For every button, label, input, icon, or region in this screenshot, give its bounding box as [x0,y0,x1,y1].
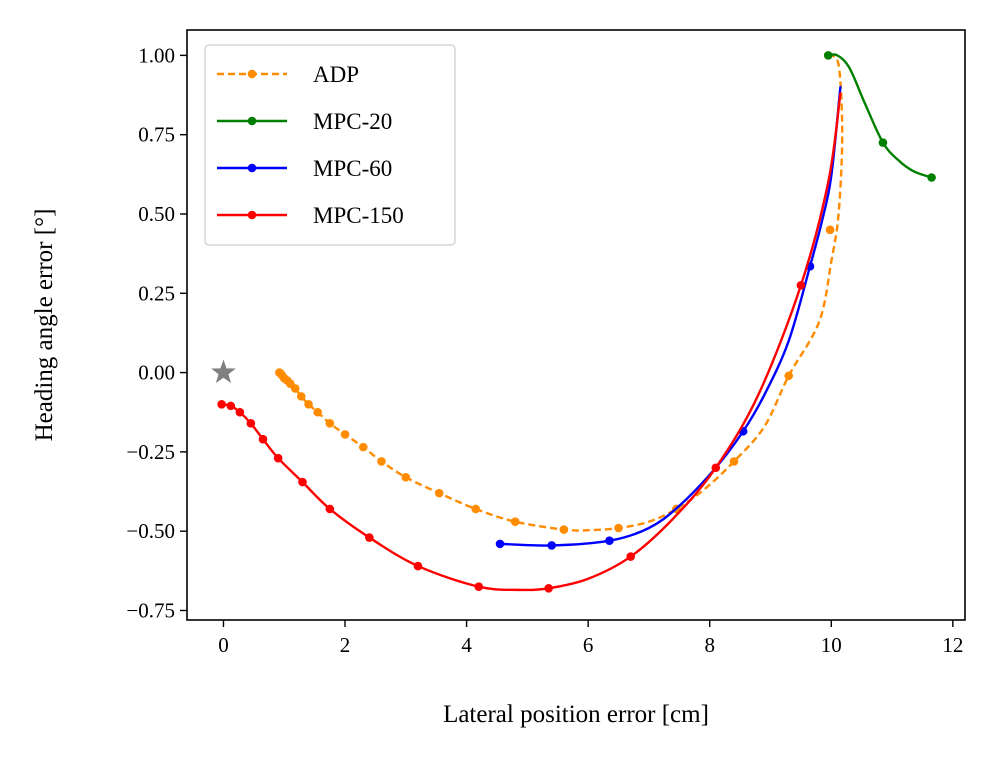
data-point-adp [340,430,350,439]
y-tick-label: 0.00 [138,361,175,385]
legend-label-mpc-20: MPC-20 [313,109,392,134]
x-tick-label: 10 [821,633,842,657]
data-point-mpc-150 [226,401,236,411]
data-point-adp [401,472,411,482]
data-point-mpc-20 [823,51,833,60]
y-tick-label: 1.00 [138,43,175,67]
data-point-mpc-150 [235,407,245,417]
data-point-mpc-150 [626,552,636,561]
x-tick-label: 6 [583,633,594,657]
legend-marker-mpc-20 [247,116,257,126]
legend-box [204,44,456,246]
y-axis-ticks: −0.75 −0.50 −0.25 0.00 0.25 0.50 0.75 1.00 [126,43,187,622]
data-point-mpc-150 [796,281,806,290]
y-tick-label: −0.50 [126,519,175,543]
data-point-mpc-150 [325,504,335,514]
data-point-adp [358,442,368,452]
data-point-adp [825,225,835,235]
x-tick-label: 0 [218,633,229,657]
series-line-adp [278,54,844,532]
legend-label-mpc-60: MPC-60 [313,156,392,181]
target-star-marker [211,359,236,384]
data-point-mpc-150 [365,533,374,542]
data-point-mpc-150 [298,477,307,487]
y-tick-label: −0.75 [126,598,175,622]
series-mpc-60 [495,85,842,550]
x-axis-label: Lateral position error [cm] [443,701,709,728]
data-point-adp [729,457,739,466]
legend-marker-mpc-60 [247,163,257,173]
data-point-adp [313,407,322,417]
data-point-mpc-150 [246,419,256,428]
plot-area-frame [186,29,966,621]
data-point-mpc-150 [711,463,721,473]
series-layer [217,51,936,593]
legend-label-adp: ADP [313,62,359,87]
data-point-mpc-60 [547,541,556,550]
data-point-mpc-20 [927,173,936,182]
data-point-adp [296,392,306,401]
series-line-mpc-150 [220,92,842,592]
data-point-adp [510,517,520,526]
y-tick-label: 0.75 [138,123,175,147]
data-point-adp [325,419,335,428]
legend-marker-mpc-150 [247,210,257,220]
data-point-adp [559,525,569,534]
x-tick-label: 2 [340,633,351,657]
series-line-mpc-20 [827,53,933,179]
data-point-mpc-150 [217,400,226,409]
x-tick-label: 8 [704,633,715,657]
y-tick-label: −0.25 [126,440,175,464]
y-tick-label: 0.25 [138,281,175,305]
legend: ADP MPC-20 MPC-60 MPC-150 [204,44,456,246]
data-point-mpc-60 [605,536,614,545]
data-point-mpc-20 [878,138,888,147]
data-point-mpc-60 [495,539,505,549]
data-point-mpc-150 [273,453,283,463]
data-point-adp [784,371,794,381]
x-tick-label: 12 [942,633,963,657]
y-axis-label: Heading angle error [°] [31,209,58,442]
data-point-adp [304,400,313,409]
data-point-mpc-150 [413,561,423,571]
data-point-adp [377,457,386,466]
x-axis-ticks: 0 2 4 6 8 10 12 [218,620,963,657]
target-layer [211,359,236,384]
x-tick-label: 4 [461,633,472,657]
legend-marker-adp [247,69,257,79]
series-mpc-20 [823,51,936,182]
data-point-adp [471,504,481,514]
legend-label-mpc-150: MPC-150 [313,203,404,228]
data-point-mpc-150 [544,583,553,593]
data-point-adp [434,488,444,498]
y-tick-label: 0.50 [138,202,175,226]
data-point-adp [275,368,284,377]
data-point-adp [614,523,623,533]
series-mpc-150 [217,92,842,593]
data-point-mpc-150 [474,582,484,591]
data-point-mpc-150 [258,434,268,444]
